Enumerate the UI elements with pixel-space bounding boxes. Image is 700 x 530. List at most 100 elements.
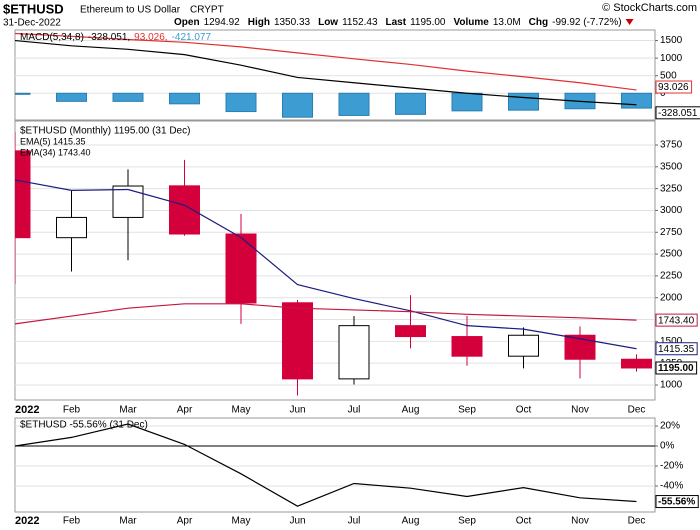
candle-body bbox=[621, 358, 652, 369]
candle-body bbox=[15, 150, 31, 239]
candle-body bbox=[451, 336, 483, 357]
x-tick-label: Dec bbox=[628, 405, 646, 416]
legend: $ETHUSD -55.56% (31 Dec) bbox=[20, 420, 148, 431]
y-tick-label: 500 bbox=[660, 70, 677, 81]
x-tick-label: Aug bbox=[402, 405, 420, 416]
y-tick-label: 2000 bbox=[660, 292, 683, 303]
y-tick-label: 20% bbox=[660, 421, 680, 432]
copyright: © StockCharts.com bbox=[602, 2, 697, 14]
legend-entry: EMA(5) 1415.35 bbox=[20, 136, 86, 146]
value-tag-box bbox=[655, 80, 693, 94]
value-tag-label: 1415.35 bbox=[658, 344, 695, 355]
macd-panel bbox=[14, 29, 656, 121]
x-tick-label: Jun bbox=[289, 516, 305, 527]
macd-line bbox=[15, 39, 637, 106]
histogram-bar bbox=[282, 92, 313, 118]
quote-label: Open bbox=[174, 17, 200, 28]
candle-body bbox=[282, 302, 313, 380]
value-tag-label: -55.56% bbox=[658, 497, 695, 508]
change-down-icon bbox=[625, 19, 634, 25]
x-tick-label: Jun bbox=[289, 405, 305, 416]
x-tick-label: Sep bbox=[458, 405, 476, 416]
y-tick-label: 3250 bbox=[660, 183, 683, 194]
histogram-bar bbox=[338, 92, 370, 116]
legend: $ETHUSD (Monthly) 1195.00 (31 Dec) bbox=[20, 126, 190, 137]
x-tick-label: Apr bbox=[177, 405, 193, 416]
histogram-bar bbox=[112, 92, 144, 102]
x-tick-label: Jul bbox=[348, 516, 361, 527]
candle-body bbox=[56, 216, 87, 239]
symbol-name: Ethereum to US Dollar bbox=[80, 5, 181, 16]
histogram-bar bbox=[169, 92, 200, 105]
date: 31-Dec-2022 bbox=[3, 18, 61, 29]
legend: MACD(5,34,8) -328.051, 93.026, -421.077 bbox=[20, 32, 211, 43]
signal-line bbox=[15, 32, 637, 91]
legend-entry: EMA(34) 1743.40 bbox=[20, 147, 91, 157]
candle-body bbox=[395, 325, 426, 338]
value-tag-box bbox=[655, 495, 699, 509]
candle-body bbox=[338, 325, 370, 380]
x-tick-label: 2022 bbox=[15, 404, 39, 416]
x-tick-label: Feb bbox=[63, 405, 81, 416]
y-tick-label: 1000 bbox=[660, 380, 683, 391]
legend-entry: -421.077 bbox=[172, 32, 212, 43]
x-tick-label: Dec bbox=[628, 516, 646, 527]
value-tag: 93.026 bbox=[655, 80, 693, 94]
value-tag: 1415.35 bbox=[655, 342, 698, 356]
x-tick-label: Oct bbox=[516, 405, 532, 416]
legend-entry: -328.051, bbox=[88, 32, 130, 43]
value-tag-label: 93.026 bbox=[658, 82, 689, 93]
quote-value: -99.92 (-7.72%) bbox=[552, 17, 621, 28]
y-tick-label: 1500 bbox=[660, 35, 683, 46]
value-tag: -328.051 bbox=[655, 106, 700, 120]
exchange: CRYPT bbox=[190, 5, 224, 16]
histogram-bar bbox=[56, 92, 87, 102]
x-tick-label: 2022 bbox=[15, 515, 39, 527]
value-tag: 1195.00 bbox=[655, 361, 698, 375]
x-tick-label: Nov bbox=[571, 405, 589, 416]
quote-value: 1195.00 bbox=[410, 17, 446, 28]
candle-body bbox=[169, 185, 200, 235]
candle-body bbox=[225, 233, 257, 304]
y-tick-label: 3000 bbox=[660, 205, 683, 216]
quote-value: 13.0M bbox=[493, 17, 521, 28]
x-tick-label: Sep bbox=[458, 516, 476, 527]
legend-entry: 93.026, bbox=[134, 32, 167, 43]
value-tag-label: 1743.40 bbox=[658, 315, 695, 326]
candle-body bbox=[508, 334, 539, 357]
value-tag-label: 1195.00 bbox=[658, 363, 694, 374]
price-panel bbox=[14, 120, 656, 401]
quote-value: 1294.92 bbox=[204, 17, 241, 28]
candle-body bbox=[112, 185, 144, 218]
x-tick-label: Oct bbox=[516, 516, 532, 527]
y-tick-label: 0% bbox=[660, 441, 675, 452]
y-tick-label: 2750 bbox=[660, 227, 683, 238]
quote-label: Low bbox=[318, 17, 338, 28]
value-tag-box bbox=[655, 106, 700, 120]
y-tick-label: 3500 bbox=[660, 161, 683, 172]
y-tick-label: 3750 bbox=[660, 140, 683, 151]
quote: Open 1294.92 High 1350.33 Low 1152.43 Last 1195… bbox=[174, 17, 622, 28]
histogram-bar bbox=[451, 92, 483, 112]
symbol: $ETHUSD bbox=[3, 1, 64, 16]
histogram-bar bbox=[621, 92, 652, 109]
x-tick-label: Jul bbox=[348, 405, 361, 416]
ema-line bbox=[15, 303, 637, 325]
performance-panel bbox=[14, 417, 656, 513]
histogram-bar bbox=[15, 92, 31, 95]
quote-value: 1152.43 bbox=[342, 17, 378, 28]
histogram-bar bbox=[508, 92, 539, 111]
value-tag: 1743.40 bbox=[655, 313, 698, 327]
value-tag: -55.56% bbox=[655, 495, 699, 509]
x-tick-label: May bbox=[232, 405, 251, 416]
y-tick-label: 2500 bbox=[660, 249, 683, 260]
value-tag-box bbox=[655, 313, 698, 327]
y-tick-label: 2250 bbox=[660, 271, 683, 282]
histogram-bar bbox=[395, 92, 426, 115]
x-tick-label: Feb bbox=[63, 516, 81, 527]
value-tag-box bbox=[655, 342, 698, 356]
ema-line bbox=[15, 179, 637, 350]
histogram-bar bbox=[225, 92, 257, 113]
quote-value: 1350.33 bbox=[274, 17, 311, 28]
